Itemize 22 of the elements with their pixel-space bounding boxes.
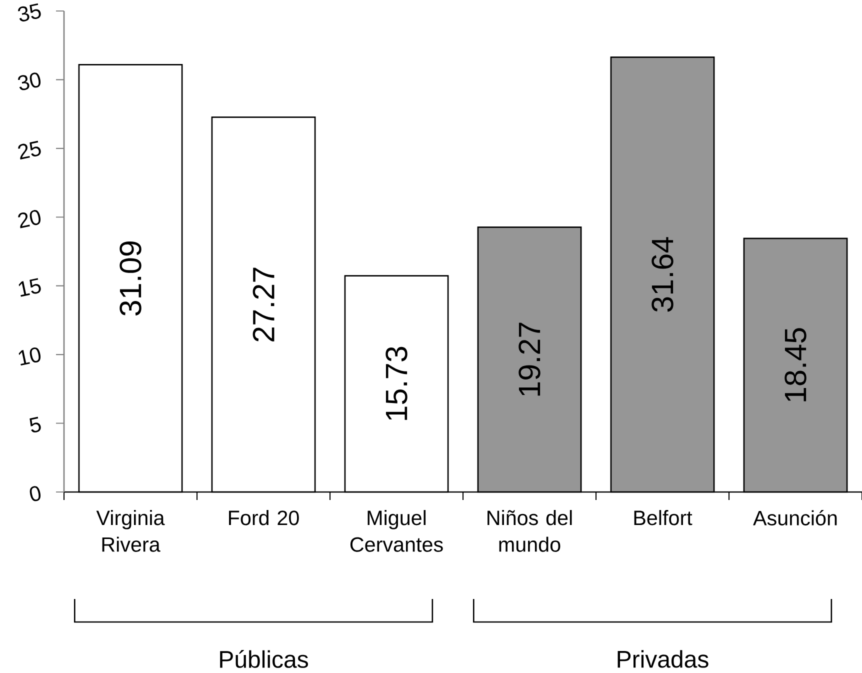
data-label: 19.27 — [518, 322, 540, 396]
data-label: 15.73 — [386, 346, 408, 420]
x-tick-label: Virginia Rivera — [96, 510, 165, 552]
y-tick-label: 15 — [18, 278, 41, 297]
y-tick-label: 35 — [18, 3, 41, 22]
y-tick-label: 10 — [18, 347, 41, 366]
text: Privadas — [618, 650, 708, 668]
y-tick-label: 20 — [18, 210, 41, 228]
y-tick-label: 5 — [30, 416, 41, 432]
data-label: 31.64 — [652, 237, 674, 312]
text: Públicas — [220, 650, 308, 668]
x-tick-label: Ford 20 — [229, 510, 299, 526]
data-label: 27.27 — [252, 268, 274, 342]
y-tick-label: 0 — [30, 486, 41, 502]
y-tick-label: 30 — [18, 72, 41, 90]
y-tick-label: 25 — [18, 140, 41, 160]
x-tick-label: Niños del mundo — [488, 510, 572, 552]
x-tick-label: Belfort — [634, 510, 692, 526]
data-label: 18.45 — [784, 328, 806, 402]
x-tick-label: Asunción — [753, 510, 837, 526]
data-label: 31.09 — [120, 241, 142, 316]
x-tick-label: Miguel Cervantes — [350, 510, 443, 552]
